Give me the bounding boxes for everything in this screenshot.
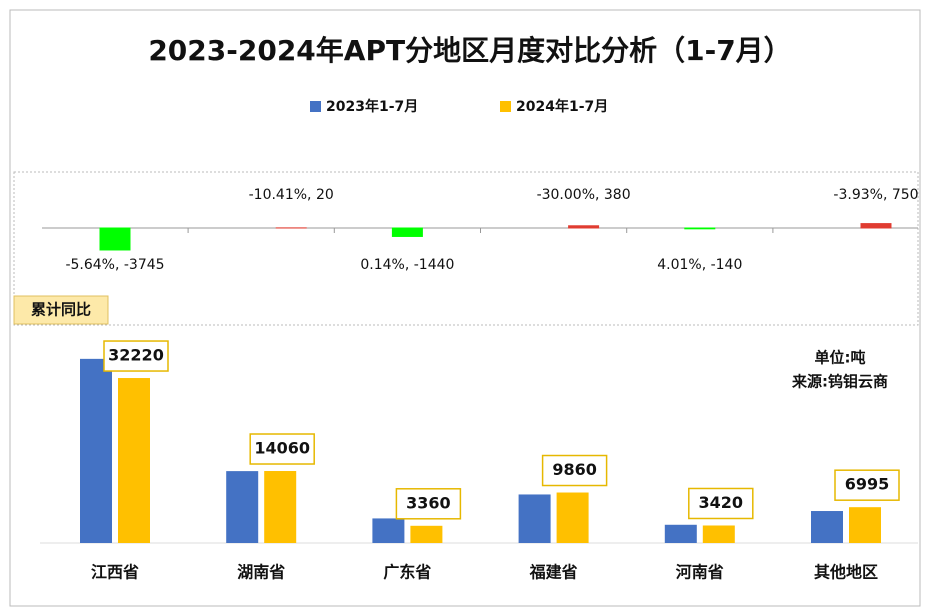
bar (264, 471, 297, 543)
change-label: 4.01%, -140 (657, 257, 742, 273)
annotation: 来源:钨钼云商 (791, 373, 888, 391)
value-label-box (395, 488, 462, 520)
legend-swatch (500, 101, 511, 112)
x-tick-label: 其他地区 (814, 563, 878, 582)
change-label: -3.93%, 750 (833, 187, 918, 203)
change-bar (860, 223, 892, 229)
x-tick-label: 湖南省 (237, 563, 285, 582)
bar (811, 511, 843, 543)
change-panel (13, 171, 919, 326)
chart-title: 2023-2024年APT分地区月度对比分析（1-7月） (148, 34, 791, 67)
bar (702, 525, 735, 543)
bar (664, 524, 697, 543)
value-label-box (834, 469, 900, 501)
bar (118, 378, 150, 543)
change-label: -30.00%, 380 (537, 187, 631, 203)
value-label-box (249, 433, 315, 465)
change-label: -5.64%, -3745 (65, 257, 164, 273)
bar (80, 358, 112, 543)
change-bar (684, 227, 716, 230)
bar (849, 507, 881, 543)
legend-swatch (310, 101, 321, 112)
value-label: 3360 (406, 493, 451, 512)
change-label-box (13, 295, 109, 325)
chart-frame (9, 9, 921, 607)
annotation: 单位:吨 (815, 349, 866, 367)
bar (556, 492, 589, 543)
x-tick-label: 福建省 (529, 563, 578, 582)
value-label: 9860 (552, 460, 597, 479)
legend-label: 2023年1-7月 (326, 98, 418, 115)
value-label: 32220 (108, 346, 164, 365)
change-label: 累计同比 (31, 301, 91, 319)
x-tick-label: 江西省 (91, 563, 139, 582)
value-label-box (541, 454, 608, 487)
bar (226, 471, 259, 543)
change-label: -10.41%, 20 (249, 187, 334, 203)
value-label: 3420 (699, 493, 744, 512)
bar (410, 525, 443, 543)
value-label-box (103, 340, 169, 372)
value-label: 6995 (845, 475, 890, 494)
legend-label: 2024年1-7月 (516, 98, 608, 115)
value-label: 14060 (254, 439, 310, 458)
change-label: 0.14%, -1440 (360, 257, 454, 273)
bar (372, 518, 405, 543)
change-bar (391, 227, 423, 237)
change-bar (99, 227, 131, 251)
change-bar (568, 225, 600, 229)
bar (518, 494, 551, 543)
value-label-box (688, 487, 754, 520)
x-tick-label: 河南省 (676, 563, 724, 582)
x-tick-label: 广东省 (383, 563, 431, 582)
